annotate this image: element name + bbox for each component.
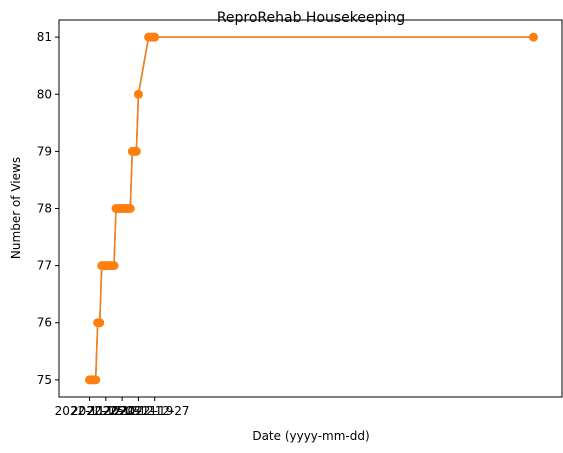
x-tick-label: 2022-12-11 bbox=[87, 404, 157, 418]
series-line bbox=[89, 36, 534, 381]
y-tick-label: 76 bbox=[37, 316, 52, 330]
y-tick-label: 75 bbox=[37, 373, 52, 387]
x-tick-label: 2022-12-27 bbox=[120, 404, 190, 418]
x-axis-label: Date (yyyy-mm-dd) bbox=[252, 429, 369, 443]
plot-area bbox=[85, 32, 538, 385]
y-tick-label: 79 bbox=[37, 144, 52, 158]
data-point bbox=[528, 32, 538, 42]
x-tick-label: 2022-11-25 bbox=[55, 404, 125, 418]
y-tick-label: 77 bbox=[37, 259, 52, 273]
y-tick-label: 78 bbox=[37, 202, 52, 216]
data-point bbox=[150, 32, 160, 42]
x-tick-label: 2022-12-19 bbox=[104, 404, 174, 418]
y-axis-label: Number of Views bbox=[9, 157, 23, 259]
x-axis: 2022-11-252022-12-032022-12-112022-12-19… bbox=[55, 397, 190, 418]
data-point bbox=[125, 204, 135, 213]
y-tick-label: 80 bbox=[37, 87, 52, 101]
y-tick-label: 81 bbox=[37, 30, 52, 44]
y-axis: 75 76 77 78 79 80 81 bbox=[37, 30, 59, 387]
data-point bbox=[91, 375, 101, 385]
x-tick-label: 2022-12-03 bbox=[71, 404, 141, 418]
data-point bbox=[95, 318, 105, 328]
data-point bbox=[109, 261, 119, 271]
chart-title: ReproRehab Housekeeping bbox=[217, 10, 405, 26]
data-point bbox=[133, 89, 143, 99]
data-point bbox=[131, 146, 141, 156]
series-line-under bbox=[89, 36, 534, 381]
